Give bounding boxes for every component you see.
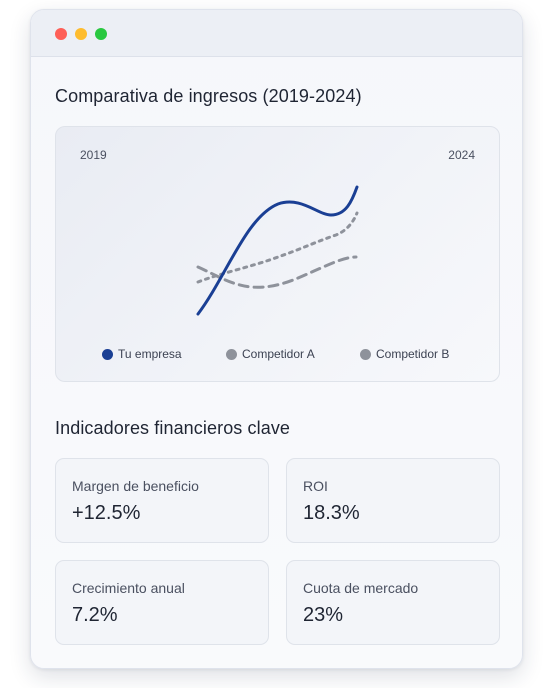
maximize-window-button[interactable]: [95, 28, 107, 40]
legend-item-competidor-b[interactable]: Competidor B: [360, 347, 449, 361]
revenue-chart-card: 2019 2024 Tu empresa Competidor A Compet…: [55, 126, 500, 382]
kpi-label: Cuota de mercado: [303, 580, 419, 596]
legend-label: Tu empresa: [118, 347, 182, 361]
kpi-card-market-share: Cuota de mercado 23%: [286, 560, 500, 645]
close-window-button[interactable]: [55, 28, 67, 40]
legend-swatch: [102, 348, 113, 360]
kpi-section-title: Indicadores financieros clave: [55, 418, 291, 438]
x-axis-start-label: 2019: [80, 148, 107, 162]
series-line-competidor-a: [196, 255, 358, 289]
revenue-chart-title: Comparativa de ingresos (2019-2024): [55, 86, 362, 106]
legend-item-competidor-a[interactable]: Competidor A: [226, 347, 315, 361]
kpi-card-margin: Margen de beneficio +12.5%: [55, 458, 269, 543]
series-line-tu-empresa: [196, 185, 359, 316]
legend-label: Competidor A: [242, 347, 315, 361]
legend-swatch: [360, 348, 371, 360]
kpi-label: Margen de beneficio: [72, 478, 199, 494]
title-bar: [31, 10, 522, 57]
kpi-card-growth: Crecimiento anual 7.2%: [55, 560, 269, 645]
kpi-card-roi: ROI 18.3%: [286, 458, 500, 543]
minimize-window-button[interactable]: [75, 28, 87, 40]
kpi-value: 23%: [303, 604, 344, 626]
legend-item-tu-empresa[interactable]: Tu empresa: [102, 347, 182, 361]
kpi-label: Crecimiento anual: [72, 580, 185, 596]
legend-label: Competidor B: [376, 347, 450, 361]
series-line-competidor-b: [196, 211, 359, 284]
chart-legend: Tu empresa Competidor A Competidor B: [56, 347, 499, 363]
legend-swatch: [226, 348, 237, 360]
kpi-value: +12.5%: [72, 502, 141, 524]
app-window: Comparativa de ingresos (2019-2024) 2019…: [30, 9, 523, 669]
kpi-label: ROI: [303, 478, 328, 494]
kpi-value: 7.2%: [72, 604, 118, 626]
kpi-value: 18.3%: [303, 502, 360, 524]
x-axis-end-label: 2024: [448, 148, 475, 162]
revenue-line-chart: [196, 185, 359, 316]
